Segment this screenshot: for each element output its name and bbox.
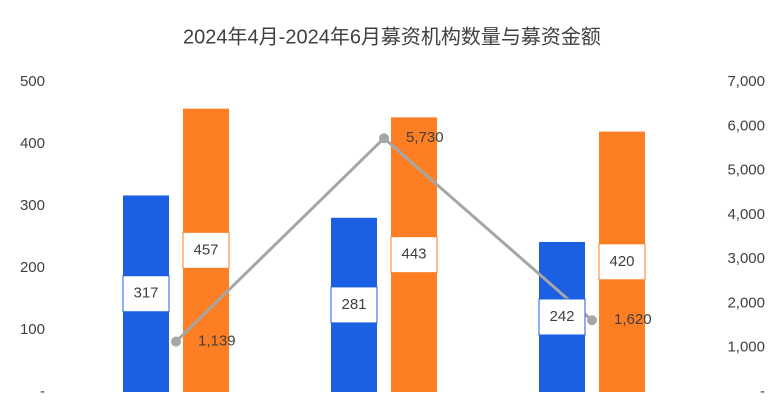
value-label-box (598, 243, 646, 281)
line (174, 136, 593, 343)
bar-value-label: 242 (549, 308, 574, 325)
line-point (171, 336, 181, 347)
y2-tick-label: 7,000 (727, 73, 765, 90)
chart-title: 2024年4月-2024年6月募资机构数量与募资金额 (183, 25, 601, 48)
bar-value-label: 420 (609, 253, 634, 270)
line-point (379, 133, 389, 144)
bar-value-label: 281 (341, 296, 366, 313)
y2-tick-label: 3,000 (727, 250, 765, 267)
y2-tick-label: 2,000 (727, 294, 765, 311)
value-label-box (122, 275, 170, 313)
value-label-box (538, 298, 586, 336)
y2-tick-label: - (760, 383, 765, 400)
line-value-label: 5,730 (406, 129, 444, 146)
line-point (587, 315, 597, 326)
y-tick-label: 100 (20, 321, 45, 338)
y2-tick-label: 4,000 (727, 206, 765, 223)
y2-tick-label: 6,000 (727, 117, 765, 134)
value-label-box (330, 286, 378, 324)
y-tick-label: 200 (20, 259, 45, 276)
y-tick-label: 400 (20, 135, 45, 152)
line-value-label: 1,139 (198, 333, 236, 350)
bar-value-label: 317 (133, 285, 158, 302)
y-tick-label: 300 (20, 197, 45, 214)
bar-value-label: 443 (401, 246, 426, 263)
y-tick-label: 500 (20, 73, 45, 90)
bar-value-label: 457 (193, 241, 218, 258)
y-tick-label: - (40, 383, 45, 400)
value-label-box (390, 236, 438, 274)
value-label-box (182, 231, 230, 269)
y2-tick-label: 1,000 (727, 339, 765, 356)
line-value-label: 1,620 (614, 311, 652, 328)
y2-tick-label: 5,000 (727, 162, 765, 179)
